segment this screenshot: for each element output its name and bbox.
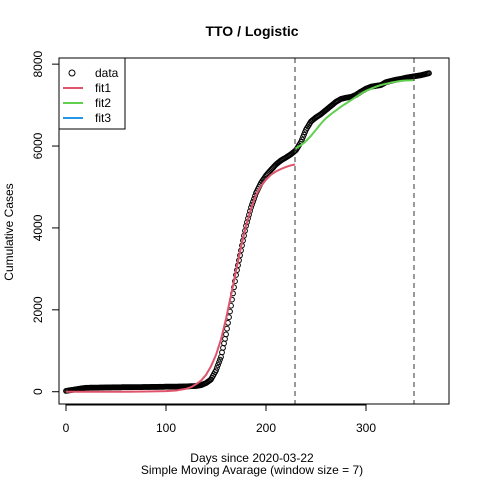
- y-tick-label: 4000: [31, 214, 45, 241]
- legend-label-fit3: fit3: [95, 111, 111, 125]
- y-tick-label: 6000: [31, 132, 45, 159]
- legend-label-fit1: fit1: [95, 81, 111, 95]
- data-point: [215, 362, 221, 368]
- data-point: [214, 364, 220, 371]
- x-tick-label: 100: [156, 421, 176, 435]
- series-line-fit1: [66, 163, 296, 393]
- x-tick-label: 0: [63, 421, 70, 435]
- y-tick-label: 0: [31, 388, 45, 395]
- y-tick-label: 2000: [31, 296, 45, 323]
- legend-label-data: data: [95, 66, 119, 80]
- data-point: [217, 356, 223, 363]
- data-point: [216, 359, 222, 366]
- legend-symbol-data: [68, 69, 76, 77]
- data-point: [426, 70, 432, 77]
- data-point: [213, 367, 219, 374]
- plot-area: [63, 58, 432, 404]
- legend-label-fit2: fit2: [95, 96, 111, 110]
- y-axis-label: Cumulative Cases: [2, 183, 16, 280]
- data-point: [223, 331, 229, 338]
- x-axis-label: Days since 2020-03-22: [190, 451, 314, 465]
- chart-title: TTO / Logistic: [205, 23, 298, 39]
- x-tick-label: 200: [256, 421, 276, 435]
- x-axis-sublabel: Simple Moving Avarage (window size = 7): [141, 463, 363, 477]
- y-tick-label: 8000: [31, 50, 45, 77]
- series-line-fit2: [294, 79, 415, 150]
- x-tick-label: 300: [356, 421, 376, 435]
